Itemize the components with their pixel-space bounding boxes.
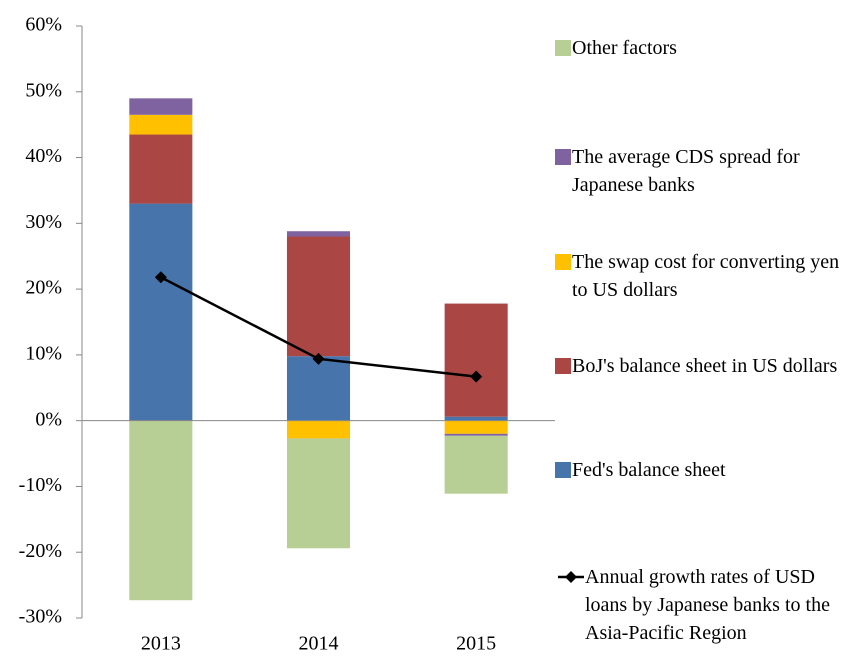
bar-segment — [286, 420, 351, 439]
legend-marker — [565, 571, 577, 583]
y-tick-label: 50% — [25, 79, 62, 101]
legend-label: Fed's balance sheet — [572, 459, 726, 481]
bar-segment — [286, 231, 351, 237]
y-tick-label: 20% — [25, 277, 62, 299]
legend-label: The swap cost for converting yen to US d… — [572, 251, 840, 301]
bar-segment — [129, 114, 193, 135]
bar-segment — [444, 433, 508, 436]
bar-segment — [444, 420, 508, 434]
bar-segment — [444, 435, 508, 494]
y-tick-label: 40% — [25, 145, 62, 167]
legend-label: Other factors — [572, 37, 677, 59]
bar-segment — [286, 356, 351, 421]
y-tick-label: -30% — [19, 606, 62, 628]
legend-swatch — [555, 358, 571, 374]
legend-swatch — [555, 462, 571, 478]
line-marker — [470, 370, 483, 383]
y-tick-label: -10% — [19, 474, 62, 496]
legend-swatch — [555, 149, 571, 165]
y-tick-label: 60% — [25, 14, 62, 36]
line-marker — [312, 352, 325, 365]
x-tick-label: 2014 — [299, 633, 339, 655]
y-tick-label: -20% — [19, 540, 62, 562]
bar-segment — [129, 98, 193, 115]
bar-segment — [286, 438, 351, 549]
legend-label: Annual growth rates of USD loans by Japa… — [585, 566, 830, 644]
line-marker — [154, 271, 167, 284]
x-tick-label: 2013 — [141, 633, 181, 655]
y-tick-label: 30% — [25, 211, 62, 233]
bar-segment — [444, 303, 508, 417]
y-tick-label: 0% — [35, 408, 62, 430]
bar-segment — [444, 416, 508, 421]
bar-segment — [129, 134, 193, 204]
legend-swatch — [555, 254, 571, 270]
bar-segment — [286, 236, 351, 357]
bar-segment — [129, 203, 193, 421]
bar-segment — [129, 420, 193, 601]
y-tick-label: 10% — [25, 342, 62, 364]
legend-label: BoJ's balance sheet in US dollars — [572, 355, 838, 377]
x-tick-label: 2015 — [456, 633, 496, 655]
legend-swatch — [555, 40, 571, 56]
legend-label: The average CDS spread for Japanese bank… — [572, 146, 800, 196]
